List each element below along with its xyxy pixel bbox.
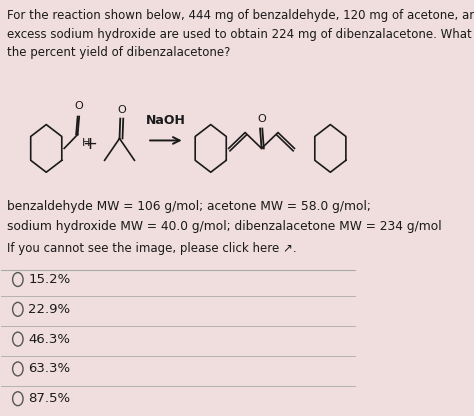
Text: 87.5%: 87.5%	[28, 392, 71, 405]
Text: O: O	[118, 105, 126, 115]
Text: 63.3%: 63.3%	[28, 362, 71, 375]
Text: If you cannot see the image, please click here ↗.: If you cannot see the image, please clic…	[8, 242, 297, 255]
Text: For the reaction shown below, 444 mg of benzaldehyde, 120 mg of acetone, and
exc: For the reaction shown below, 444 mg of …	[8, 9, 474, 59]
Text: 46.3%: 46.3%	[28, 333, 70, 346]
Text: NaOH: NaOH	[146, 114, 186, 126]
Text: 22.9%: 22.9%	[28, 303, 71, 316]
Text: O: O	[257, 114, 266, 124]
Text: benzaldehyde MW = 106 g/mol; acetone MW = 58.0 g/mol;: benzaldehyde MW = 106 g/mol; acetone MW …	[8, 200, 371, 213]
Text: sodium hydroxide MW = 40.0 g/mol; dibenzalacetone MW = 234 g/mol: sodium hydroxide MW = 40.0 g/mol; dibenz…	[8, 220, 442, 233]
Text: O: O	[75, 101, 83, 111]
Text: H: H	[82, 139, 90, 149]
Text: +: +	[82, 136, 97, 154]
Text: 15.2%: 15.2%	[28, 273, 71, 286]
